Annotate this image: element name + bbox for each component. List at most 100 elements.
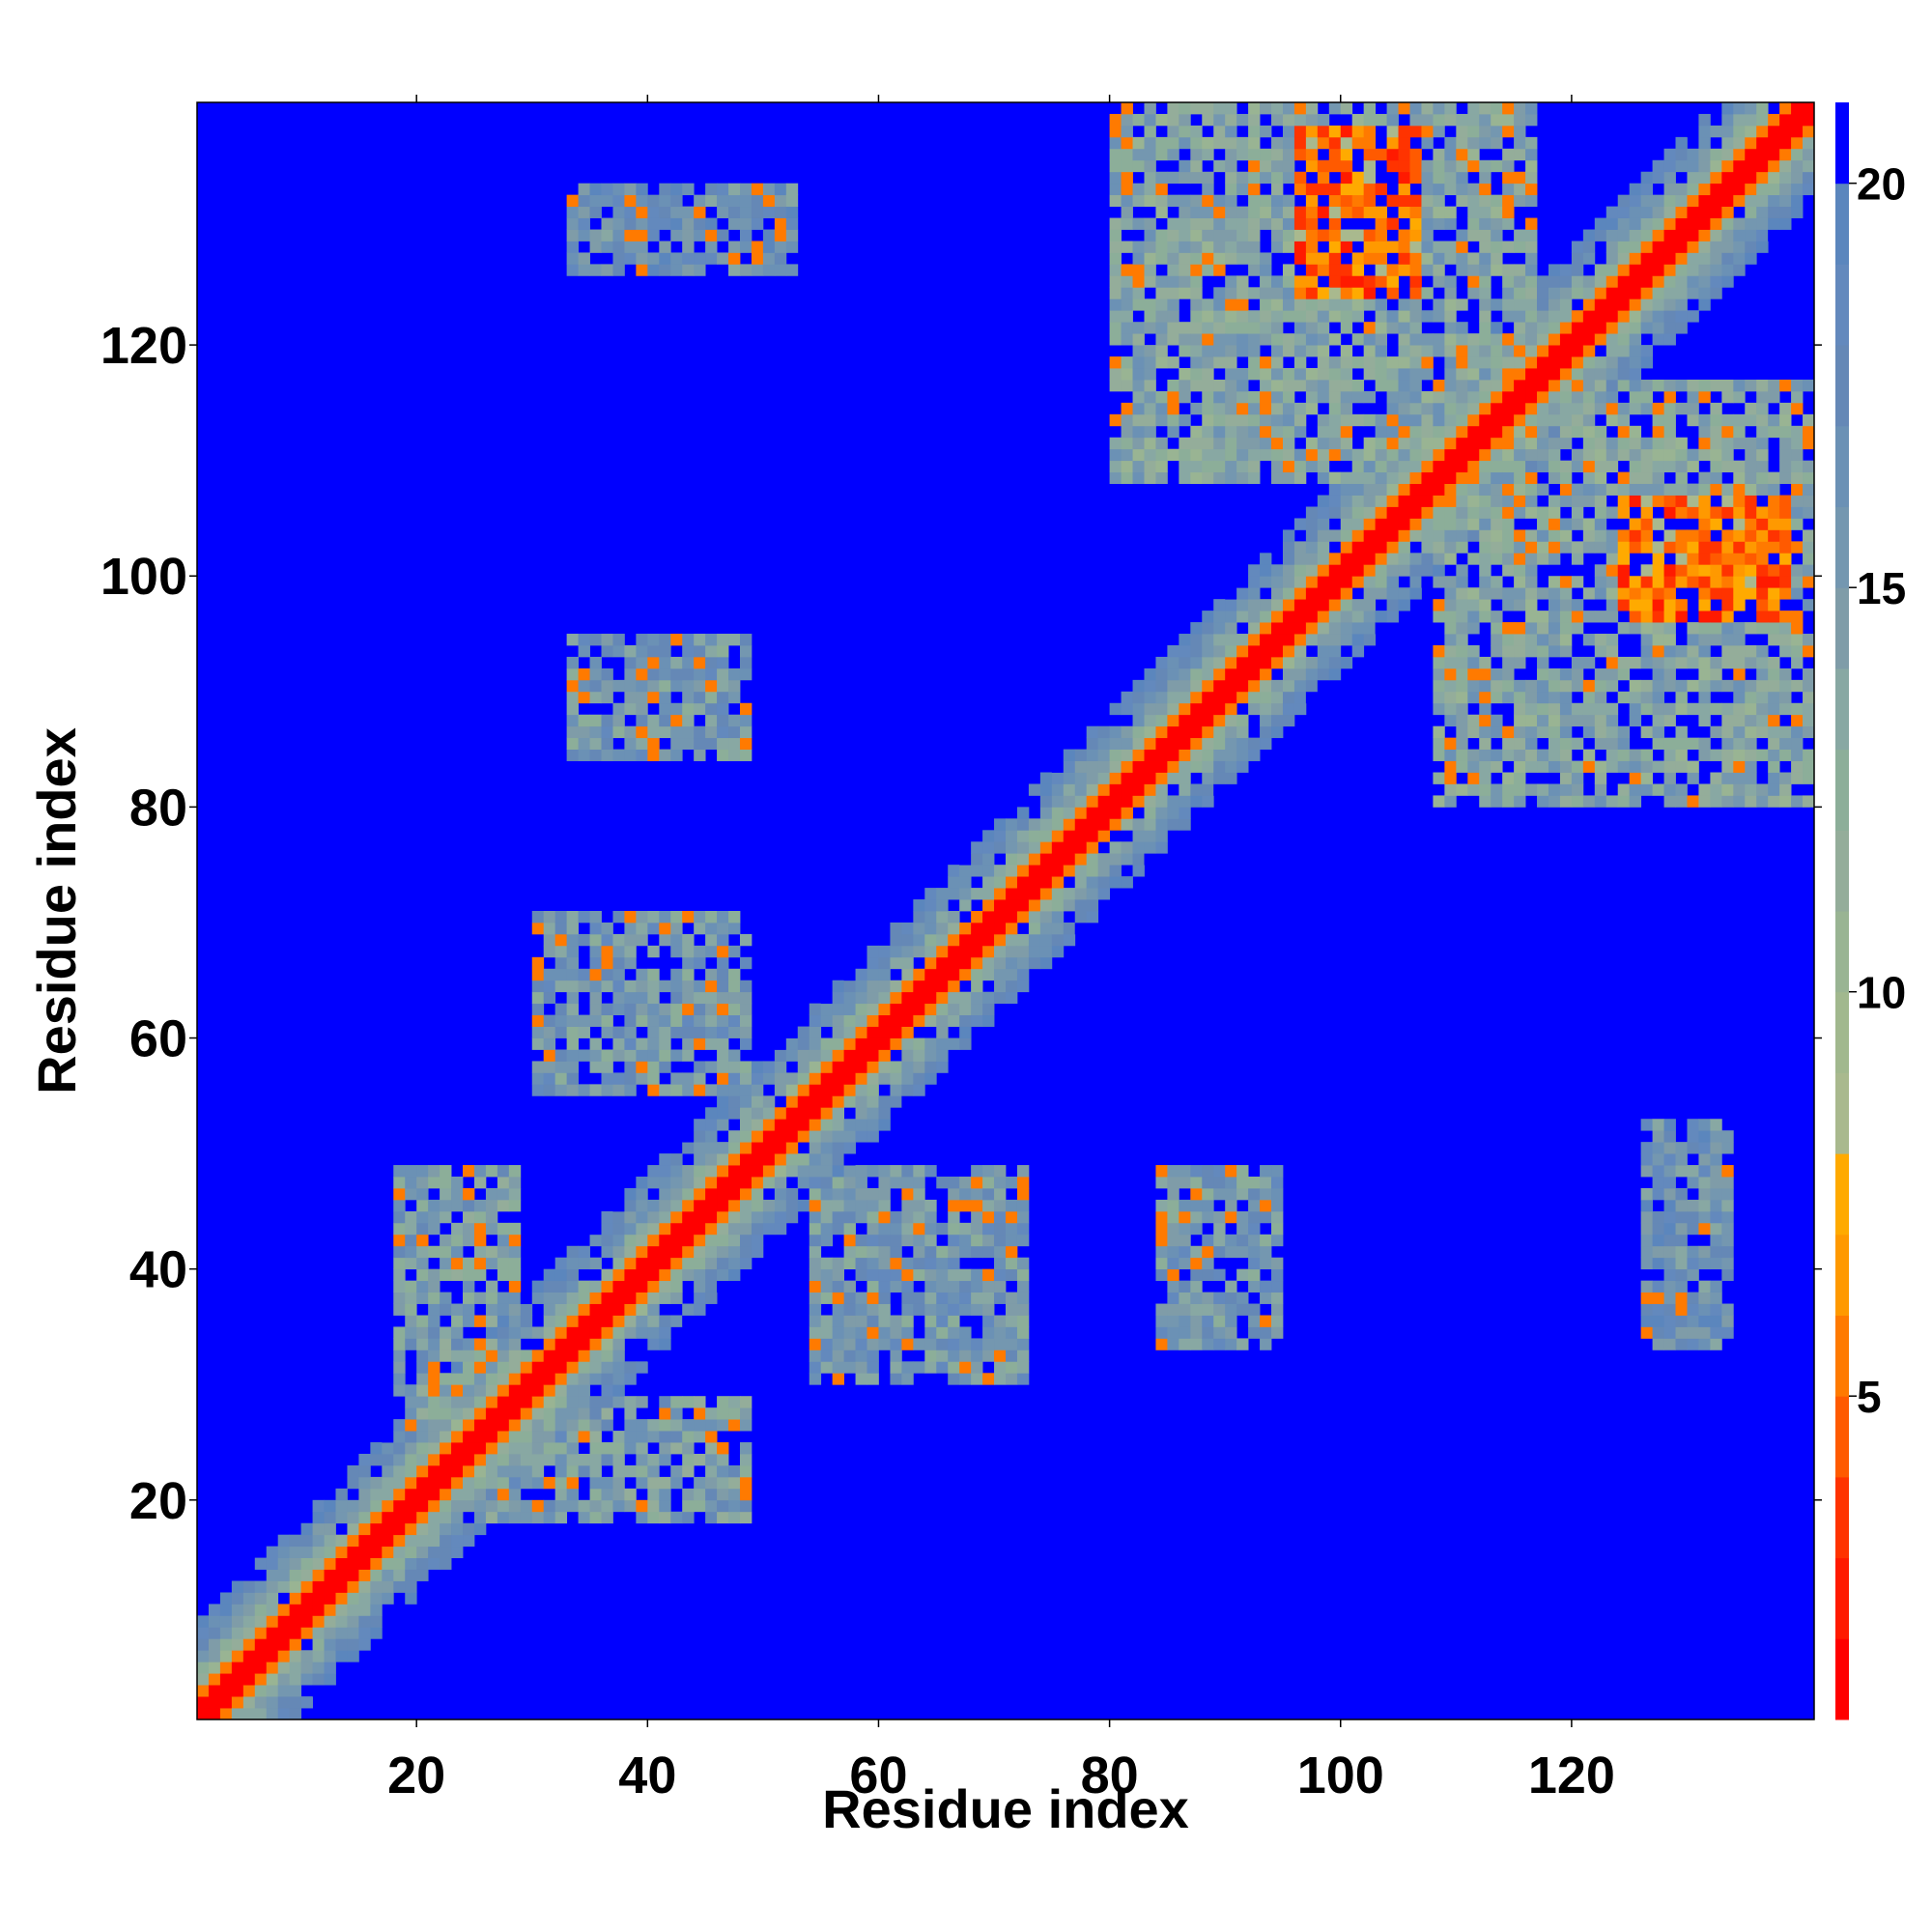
heatmap-cell [1605, 553, 1619, 565]
heatmap-cell [1514, 622, 1526, 635]
heatmap-cell [832, 980, 844, 993]
heatmap-cell [1525, 310, 1538, 323]
heatmap-cell [971, 1303, 983, 1316]
heatmap-cell [589, 679, 602, 693]
heatmap-cell [1006, 1373, 1018, 1385]
heatmap-cell [878, 956, 891, 970]
heatmap-cell [1433, 611, 1445, 623]
heatmap-cell [1687, 795, 1699, 808]
heatmap-cell [1282, 553, 1295, 565]
heatmap-cell [1456, 460, 1468, 473]
heatmap-cell [1190, 1187, 1203, 1201]
heatmap-cell [312, 1662, 325, 1674]
heatmap-cell [867, 1303, 879, 1316]
heatmap-cell [601, 725, 613, 739]
heatmap-cell [405, 1245, 417, 1259]
heatmap-cell [566, 725, 579, 739]
heatmap-cell [705, 1165, 718, 1178]
heatmap-cell [497, 1199, 510, 1212]
heatmap-cell [463, 1373, 475, 1385]
heatmap-cell [1202, 1315, 1214, 1327]
heatmap-cell [647, 737, 660, 750]
heatmap-cell [1687, 679, 1699, 693]
heatmap-cell [1271, 1315, 1284, 1327]
heatmap-cell [739, 1419, 753, 1432]
heatmap-cell [1525, 148, 1538, 161]
heatmap-cell [936, 922, 949, 935]
heatmap-cell [1328, 310, 1342, 323]
heatmap-cell [1502, 183, 1515, 196]
heatmap-cell [1167, 125, 1179, 138]
heatmap-cell [1479, 668, 1492, 681]
heatmap-cell [1502, 691, 1515, 704]
heatmap-cell [1144, 183, 1156, 196]
heatmap-cell [636, 1280, 648, 1293]
heatmap-cell [1213, 783, 1226, 796]
heatmap-cell [832, 1095, 844, 1108]
heatmap-cell [994, 1177, 1007, 1189]
heatmap-cell [1236, 217, 1249, 230]
heatmap-cell [1467, 644, 1480, 658]
heatmap-cell [440, 1534, 452, 1548]
heatmap-cell [948, 945, 960, 958]
heatmap-cell [1629, 194, 1642, 208]
heatmap-cell [1502, 529, 1515, 542]
heatmap-cell [1271, 379, 1284, 392]
heatmap-cell [682, 968, 695, 981]
heatmap-cell [867, 1119, 879, 1131]
heatmap-cell [994, 1373, 1007, 1385]
heatmap-cell [566, 1361, 579, 1374]
heatmap-cell [1514, 495, 1526, 507]
heatmap-cell [578, 206, 590, 218]
heatmap-cell [901, 991, 914, 1005]
heatmap-cell [1559, 772, 1573, 784]
heatmap-cell [647, 1499, 660, 1513]
heatmap-cell [1629, 402, 1642, 415]
heatmap-cell [1016, 853, 1030, 866]
heatmap-cell [890, 1095, 902, 1108]
heatmap-cell [878, 1107, 891, 1120]
heatmap-cell [971, 1210, 983, 1224]
heatmap-cell [1698, 1303, 1711, 1316]
heatmap-cell [1340, 506, 1353, 519]
heatmap-cell [473, 1373, 487, 1385]
heatmap-cell [1582, 437, 1596, 450]
heatmap-cell [878, 1165, 891, 1178]
heatmap-cell [1491, 448, 1503, 462]
heatmap-cell [1594, 783, 1607, 796]
heatmap-cell [1525, 379, 1538, 392]
heatmap-cell [1421, 564, 1434, 577]
heatmap-cell [1605, 437, 1619, 450]
heatmap-cell [705, 634, 718, 646]
heatmap-cell [624, 933, 637, 947]
heatmap-cell [809, 1049, 822, 1062]
heatmap-cell [1202, 368, 1214, 381]
heatmap-cell [924, 1049, 937, 1062]
heatmap-cell [266, 1580, 279, 1593]
heatmap-cell [1236, 611, 1249, 623]
heatmap-cell [1144, 853, 1156, 866]
heatmap-cell [1271, 576, 1284, 588]
heatmap-cell [878, 1292, 891, 1304]
heatmap-cell [1456, 183, 1468, 196]
heatmap-cell [347, 1569, 359, 1581]
heatmap-cell [924, 1210, 937, 1224]
heatmap-cell [312, 1638, 325, 1651]
heatmap-cell [1144, 368, 1156, 381]
heatmap-cell [1617, 760, 1631, 773]
heatmap-cell [1687, 1199, 1699, 1212]
heatmap-cell [1491, 471, 1503, 484]
heatmap-cell [982, 830, 995, 842]
heatmap-cell [1132, 402, 1145, 415]
heatmap-cell [463, 1431, 475, 1443]
heatmap-cell [1514, 379, 1526, 392]
heatmap-cell [878, 1014, 891, 1027]
heatmap-cell [1629, 714, 1642, 727]
heatmap-cell [1202, 749, 1214, 761]
heatmap-cell [878, 991, 891, 1005]
heatmap-cell [601, 1453, 613, 1466]
heatmap-cell [1444, 252, 1457, 265]
heatmap-cell [1213, 333, 1226, 346]
heatmap-cell [1398, 587, 1410, 600]
heatmap-cell [231, 1604, 244, 1616]
